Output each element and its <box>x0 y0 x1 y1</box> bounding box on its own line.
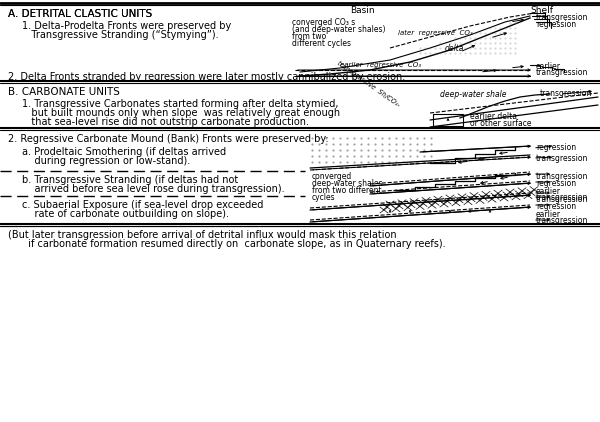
Text: 2. Delta Fronts stranded by regression were later mostly cannibalized by erosion: 2. Delta Fronts stranded by regression w… <box>8 72 405 82</box>
Text: later  regressive  CO₃: later regressive CO₃ <box>398 30 473 36</box>
Text: Basin: Basin <box>350 6 374 15</box>
Text: transgression: transgression <box>536 68 589 77</box>
Text: A. DETRITAL CLASTIC UNITS: A. DETRITAL CLASTIC UNITS <box>8 9 152 19</box>
Text: regression: regression <box>536 20 576 29</box>
Text: transgression: transgression <box>540 89 592 98</box>
Text: converged CO₃ s: converged CO₃ s <box>292 18 355 27</box>
Text: deep-water shale: deep-water shale <box>440 90 506 99</box>
Text: 2. Regressive Carbonate Mound (Bank) Fronts were preserved by:: 2. Regressive Carbonate Mound (Bank) Fro… <box>8 134 329 144</box>
Text: transgression: transgression <box>536 193 589 202</box>
Text: (and deep-water shales): (and deep-water shales) <box>292 25 386 34</box>
Text: (But later transgression before arrival of detrital influx would mask this relat: (But later transgression before arrival … <box>8 230 397 240</box>
Text: deep-water shales: deep-water shales <box>312 179 383 188</box>
Text: cycles: cycles <box>312 193 335 202</box>
Text: earlier: earlier <box>536 187 561 196</box>
Text: earlier delta: earlier delta <box>470 112 517 121</box>
Text: from two different: from two different <box>312 186 382 195</box>
Text: B. CARBONATE UNITS: B. CARBONATE UNITS <box>8 87 120 97</box>
Text: Shelf: Shelf <box>530 6 553 15</box>
Text: 1. Transgressive Carbonates started forming after delta stymied,: 1. Transgressive Carbonates started form… <box>22 99 338 109</box>
Text: transgressive  Sh/CO₃-: transgressive Sh/CO₃- <box>337 60 401 108</box>
Text: regression: regression <box>536 202 576 211</box>
Text: a. Prodeltaic Smothering (if deltas arrived: a. Prodeltaic Smothering (if deltas arri… <box>22 147 226 157</box>
Text: different cycles: different cycles <box>292 39 351 48</box>
Text: during regression or low-stand).: during regression or low-stand). <box>22 156 190 166</box>
Text: b. Transgressive Stranding (if deltas had not: b. Transgressive Stranding (if deltas ha… <box>22 175 238 185</box>
Text: regression: regression <box>536 143 576 152</box>
Text: c. Subaerial Exposure (if sea-level drop exceeded: c. Subaerial Exposure (if sea-level drop… <box>22 200 263 210</box>
Text: transgression: transgression <box>536 172 589 181</box>
Text: delta: delta <box>445 44 464 53</box>
Text: from two: from two <box>292 32 326 41</box>
Text: transgression: transgression <box>536 216 589 225</box>
Text: that sea-level rise did not outstrip carbonate production.: that sea-level rise did not outstrip car… <box>22 117 309 127</box>
Text: rate of carbonate outbuilding on slope).: rate of carbonate outbuilding on slope). <box>22 209 229 219</box>
Text: transgression: transgression <box>536 154 589 163</box>
Text: arrived before sea level rose during transgression).: arrived before sea level rose during tra… <box>22 184 284 194</box>
Text: earlier: earlier <box>536 210 561 219</box>
Text: converged: converged <box>312 172 352 181</box>
Text: transgression: transgression <box>536 13 589 22</box>
Text: earlier  regressive  CO₃: earlier regressive CO₃ <box>340 62 421 68</box>
Text: or other surface: or other surface <box>470 119 532 128</box>
Text: 1. Delta-Prodelta Fronts were preserved by: 1. Delta-Prodelta Fronts were preserved … <box>22 21 231 31</box>
Text: A. DETRITAL CLASTIC UNITS: A. DETRITAL CLASTIC UNITS <box>8 9 152 19</box>
Text: Transgressive Stranding (“Stymying”).: Transgressive Stranding (“Stymying”). <box>22 30 218 40</box>
Text: transgression: transgression <box>536 195 589 204</box>
Text: but built mounds only when slope  was relatively great enough: but built mounds only when slope was rel… <box>22 108 340 118</box>
Text: if carbonate formation resumed directly on  carbonate slope, as in Quaternary re: if carbonate formation resumed directly … <box>22 239 446 249</box>
Text: earlier: earlier <box>536 62 561 71</box>
Text: regression: regression <box>536 179 576 188</box>
